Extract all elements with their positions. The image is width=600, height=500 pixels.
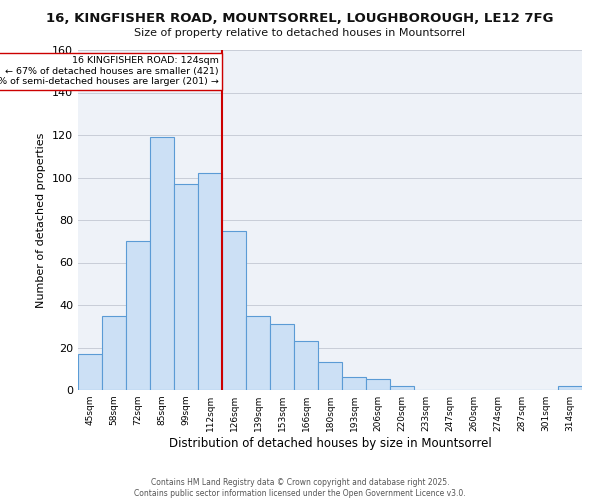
Bar bbox=[222, 230, 246, 390]
Bar bbox=[390, 386, 414, 390]
Bar bbox=[294, 341, 318, 390]
Bar bbox=[366, 380, 390, 390]
Bar bbox=[318, 362, 342, 390]
Text: 16, KINGFISHER ROAD, MOUNTSORREL, LOUGHBOROUGH, LE12 7FG: 16, KINGFISHER ROAD, MOUNTSORREL, LOUGHB… bbox=[46, 12, 554, 26]
Bar bbox=[246, 316, 270, 390]
Bar bbox=[174, 184, 198, 390]
Bar bbox=[270, 324, 294, 390]
Bar bbox=[126, 242, 150, 390]
Bar bbox=[198, 174, 222, 390]
Text: Size of property relative to detached houses in Mountsorrel: Size of property relative to detached ho… bbox=[134, 28, 466, 38]
Y-axis label: Number of detached properties: Number of detached properties bbox=[37, 132, 46, 308]
Text: 16 KINGFISHER ROAD: 124sqm
← 67% of detached houses are smaller (421)
32% of sem: 16 KINGFISHER ROAD: 124sqm ← 67% of deta… bbox=[0, 56, 218, 86]
Text: Contains HM Land Registry data © Crown copyright and database right 2025.
Contai: Contains HM Land Registry data © Crown c… bbox=[134, 478, 466, 498]
Bar bbox=[558, 386, 582, 390]
Bar bbox=[150, 137, 174, 390]
X-axis label: Distribution of detached houses by size in Mountsorrel: Distribution of detached houses by size … bbox=[169, 437, 491, 450]
Bar bbox=[102, 316, 126, 390]
Bar bbox=[342, 378, 366, 390]
Bar bbox=[78, 354, 102, 390]
